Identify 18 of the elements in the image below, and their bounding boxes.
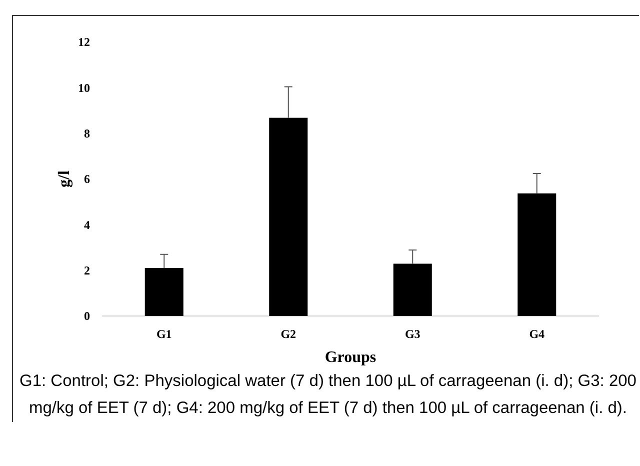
bar bbox=[518, 193, 556, 316]
y-tick-label: 8 bbox=[84, 126, 90, 141]
y-tick-label: 6 bbox=[84, 172, 90, 186]
y-tick-label: 4 bbox=[84, 218, 90, 232]
text: G1: Control; G2: Physiological water (7 d) then 100 µL of carrageenan (i. d); G3: 200 mg/kg of EET (7 d); G4: 200 mg/kg of EET (7 d) then 100 µL of carrageenan (i. d). bbox=[18, 371, 638, 419]
y-tick-label: 10 bbox=[78, 80, 90, 95]
bar bbox=[144, 268, 184, 316]
x-tick-label: G2 bbox=[280, 327, 296, 341]
y-axis-title: g/l bbox=[56, 170, 73, 188]
y-tick-label: 12 bbox=[78, 35, 90, 50]
bar bbox=[393, 264, 432, 316]
x-tick-label: G3 bbox=[404, 327, 420, 341]
x-axis-title: Groups bbox=[324, 349, 376, 366]
x-tick-label: G4 bbox=[529, 327, 545, 341]
x-tick-label: G1 bbox=[156, 327, 172, 341]
y-tick-label: 2 bbox=[84, 264, 90, 278]
bar bbox=[269, 118, 308, 316]
y-tick-label: 0 bbox=[84, 309, 90, 324]
